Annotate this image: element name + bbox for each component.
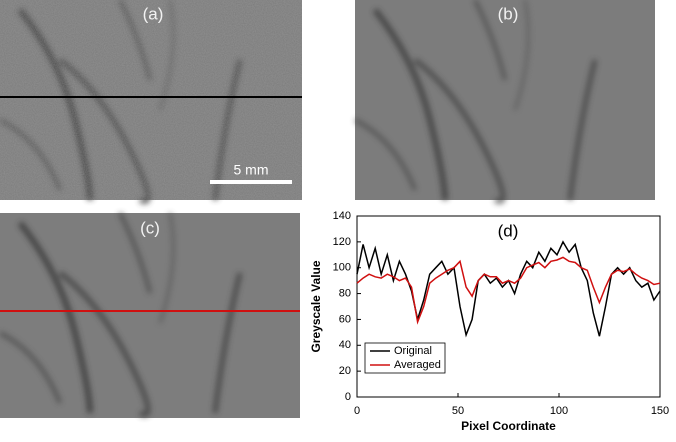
panel-a: 5 mm (a) xyxy=(0,0,302,201)
chart: 0 20 40 60 80 100 120 140 0 50 100 150 Pixel Coordin… xyxy=(309,210,669,433)
x-tick-label: 100 xyxy=(550,405,568,417)
panel-label: (c) xyxy=(140,218,160,237)
x-tick-label: 150 xyxy=(651,405,669,417)
y-tick-label: 0 xyxy=(345,391,351,403)
y-axis-title: Greyscale Value xyxy=(309,260,323,352)
panel-b: (b) xyxy=(355,0,655,201)
panel-c: (c) xyxy=(0,213,300,418)
y-tick-label: 140 xyxy=(333,210,351,222)
legend-label: Original xyxy=(394,345,432,357)
panel-label: (a) xyxy=(143,4,164,23)
x-axis-title: Pixel Coordinate xyxy=(461,419,556,433)
x-tick-label: 0 xyxy=(354,405,360,417)
series-line xyxy=(356,256,661,325)
panel-label: (b) xyxy=(498,4,519,23)
y-tick-label: 100 xyxy=(333,262,351,274)
y-tick-label: 20 xyxy=(339,365,351,377)
y-tick-label: 40 xyxy=(339,339,351,351)
legend-label: Averaged xyxy=(394,359,441,371)
y-tick-label: 120 xyxy=(333,236,351,248)
y-tick-label: 60 xyxy=(339,313,351,325)
x-tick-label: 50 xyxy=(452,405,464,417)
chart-title: (d) xyxy=(498,221,519,240)
scale-label: 5 mm xyxy=(234,162,269,178)
y-tick-label: 80 xyxy=(339,287,351,299)
legend-box xyxy=(364,342,446,374)
